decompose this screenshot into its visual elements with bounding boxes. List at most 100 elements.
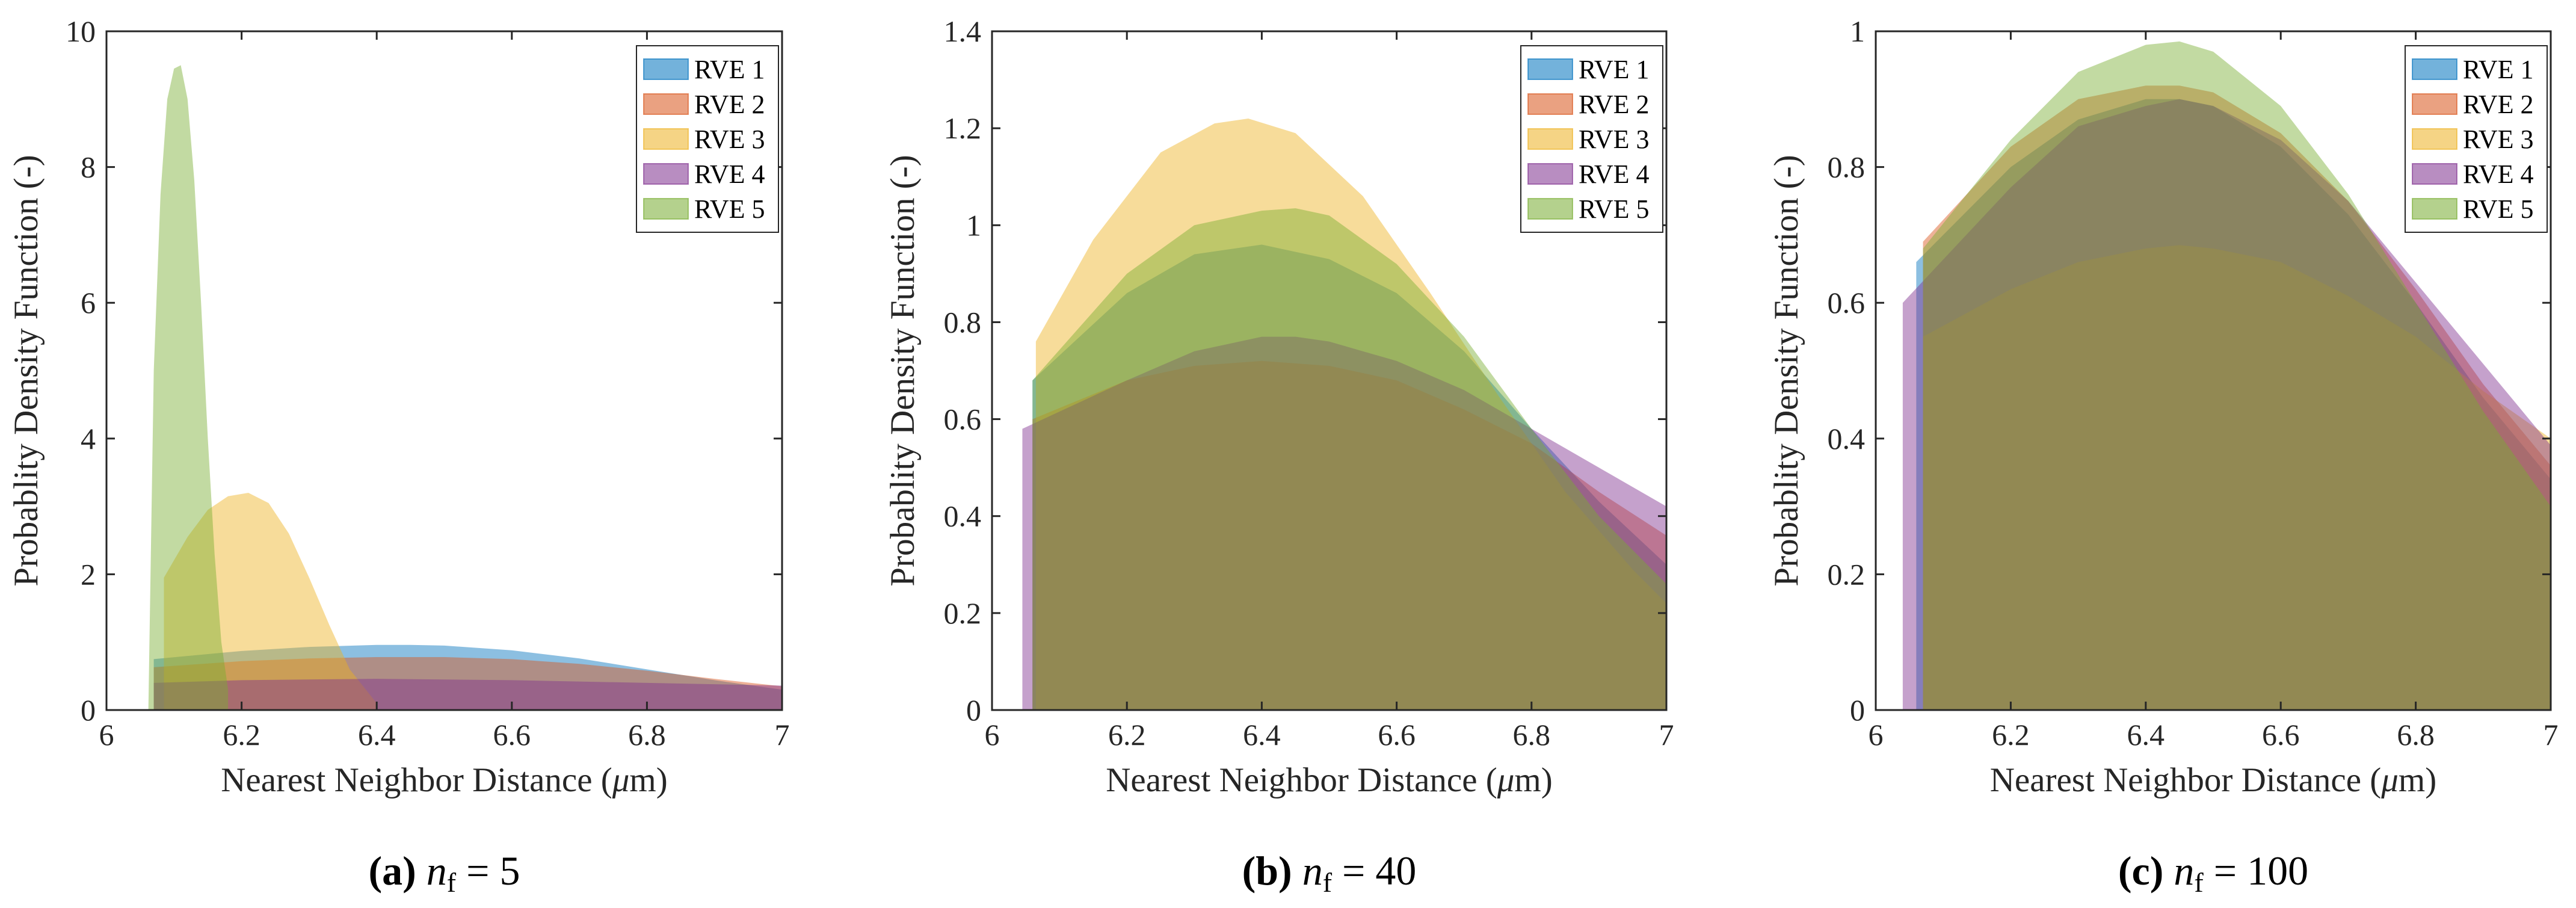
series-area-rve-2 — [153, 657, 783, 710]
legend-swatch-rve-1 — [2412, 58, 2457, 80]
legend-entry-rve-5: RVE 5 — [1579, 194, 1649, 224]
x-tick-label: 7 — [775, 718, 790, 752]
y-tick-label: 10 — [66, 14, 96, 48]
chart-panel-1: 6 6.2 6.4 6.6 6.8 7 0 2 4 6 8 10 Nearest Neighbor Di… — [7, 14, 790, 898]
x-tick-label: 6.6 — [1378, 718, 1416, 752]
x-tick-label: 6.6 — [2262, 718, 2300, 752]
x-tick-label: 6.8 — [1513, 718, 1551, 752]
y-axis-label: Probablity Density Function (-) — [7, 155, 45, 586]
legend-entry-rve-3: RVE 3 — [1579, 125, 1649, 154]
legend-swatch-rve-2 — [1527, 93, 1573, 115]
legend-entry-rve-4: RVE 4 — [694, 159, 765, 189]
legend: RVE 1 RVE 2 RVE 3 RVE 4 RVE 5 — [636, 45, 779, 233]
series-area-rve-3 — [164, 493, 377, 710]
legend-swatch-rve-4 — [643, 163, 689, 185]
y-tick-label: 1.4 — [944, 14, 982, 48]
x-tick-label: 7 — [2544, 718, 2559, 752]
y-tick-label: 0.4 — [944, 499, 982, 533]
y-tick-label: 8 — [81, 150, 96, 184]
legend: RVE 1 RVE 2 RVE 3 RVE 4 RVE 5 — [1520, 45, 1663, 233]
legend-swatch-rve-3 — [1527, 128, 1573, 150]
legend-swatch-rve-5 — [2412, 198, 2457, 220]
legend-swatch-rve-4 — [2412, 163, 2457, 185]
legend-entry-rve-2: RVE 2 — [694, 90, 765, 119]
y-tick-label: 1.2 — [944, 111, 982, 145]
chart-panel-2: 6 6.2 6.4 6.6 6.8 7 0 0.2 0.4 0.6 0.8 1 1.2 1.4 Neares… — [884, 14, 1674, 898]
series-area-rve-3 — [1923, 245, 2551, 710]
legend-entry-rve-1: RVE 1 — [2463, 55, 2533, 84]
series-area-rve-4 — [1902, 99, 2551, 711]
x-tick-label: 6.4 — [1243, 718, 1281, 752]
legend-swatch-rve-1 — [1527, 58, 1573, 80]
x-axis-label: Nearest Neighbor Distance (μm) — [1990, 761, 2436, 799]
x-tick-label: 6 — [99, 718, 114, 752]
chart-panel-3: 6 6.2 6.4 6.6 6.8 7 0 0.2 0.4 0.6 0.8 1 Nearest Neig… — [1767, 14, 2559, 898]
y-tick-label: 4 — [81, 422, 96, 456]
x-tick-label: 6.6 — [493, 718, 531, 752]
y-tick-label: 6 — [81, 286, 96, 320]
axes-box — [1875, 30, 2552, 711]
legend-entry-rve-4: RVE 4 — [2463, 159, 2533, 189]
y-tick-label: 0.6 — [1828, 286, 1866, 320]
x-axis-label: Nearest Neighbor Distance (μm) — [1106, 761, 1552, 799]
series-area-rve-2 — [1032, 360, 1666, 710]
legend-entry-rve-1: RVE 1 — [1579, 55, 1649, 84]
y-tick-label: 0 — [81, 693, 96, 727]
subfigure-caption: (b) nf = 40 — [1242, 848, 1417, 898]
x-tick-label: 6 — [1869, 718, 1884, 752]
y-tick-label: 1 — [966, 208, 981, 242]
y-tick-label: 0.2 — [944, 596, 982, 630]
y-tick-label: 2 — [81, 557, 96, 591]
x-tick-label: 7 — [1659, 718, 1674, 752]
x-tick-label: 6.8 — [628, 718, 666, 752]
x-tick-label: 6.8 — [2397, 718, 2435, 752]
legend-entry-rve-2: RVE 2 — [2463, 90, 2533, 119]
x-tick-label: 6.2 — [1108, 718, 1146, 752]
x-tick-label: 6.4 — [358, 718, 396, 752]
legend-swatch-rve-3 — [643, 128, 689, 150]
series-area-rve-5 — [1032, 208, 1666, 711]
y-tick-label: 0 — [1850, 693, 1865, 727]
series-area-rve-1 — [1032, 244, 1666, 710]
legend-swatch-rve-1 — [643, 58, 689, 80]
legend-entry-rve-3: RVE 3 — [2463, 125, 2533, 154]
x-tick-label: 6.4 — [2127, 718, 2165, 752]
y-axis-label: Probablity Density Function (-) — [1767, 155, 1805, 586]
series-area-rve-5 — [148, 65, 229, 710]
axes-box — [991, 30, 1668, 711]
x-axis-label: Nearest Neighbor Distance (μm) — [221, 761, 667, 799]
legend-entry-rve-4: RVE 4 — [1579, 159, 1649, 189]
legend-entry-rve-5: RVE 5 — [2463, 194, 2533, 224]
legend-swatch-rve-4 — [1527, 163, 1573, 185]
legend-entry-rve-3: RVE 3 — [694, 125, 765, 154]
series-area-rve-5 — [1923, 41, 2551, 710]
subfigure-caption: (c) nf = 100 — [2118, 848, 2308, 898]
subfigure-caption: (a) nf = 5 — [369, 848, 520, 898]
y-tick-label: 0 — [966, 693, 981, 727]
axes-box — [105, 30, 783, 711]
legend: RVE 1 RVE 2 RVE 3 RVE 4 RVE 5 — [2405, 45, 2548, 233]
y-tick-label: 0.6 — [944, 403, 982, 436]
legend-swatch-rve-2 — [643, 93, 689, 115]
x-tick-label: 6.2 — [1992, 718, 2030, 752]
x-tick-label: 6 — [985, 718, 1000, 752]
y-axis-label: Probablity Density Function (-) — [884, 155, 922, 586]
y-tick-label: 1 — [1850, 14, 1865, 48]
x-tick-label: 6.2 — [223, 718, 260, 752]
legend-swatch-rve-3 — [2412, 128, 2457, 150]
series-area-rve-1 — [1916, 99, 2551, 711]
legend-swatch-rve-5 — [643, 198, 689, 220]
y-tick-label: 0.8 — [944, 305, 982, 339]
y-tick-label: 0.4 — [1828, 422, 1866, 456]
series-area-rve-2 — [1923, 85, 2551, 711]
legend-entry-rve-5: RVE 5 — [694, 194, 765, 224]
legend-entry-rve-2: RVE 2 — [1579, 90, 1649, 119]
series-area-rve-4 — [153, 679, 783, 710]
series-area-rve-3 — [1035, 119, 1666, 710]
y-tick-label: 0.8 — [1828, 150, 1866, 184]
legend-swatch-rve-2 — [2412, 93, 2457, 115]
y-tick-label: 0.2 — [1828, 557, 1866, 591]
series-area-rve-4 — [1022, 336, 1666, 710]
legend-swatch-rve-5 — [1527, 198, 1573, 220]
